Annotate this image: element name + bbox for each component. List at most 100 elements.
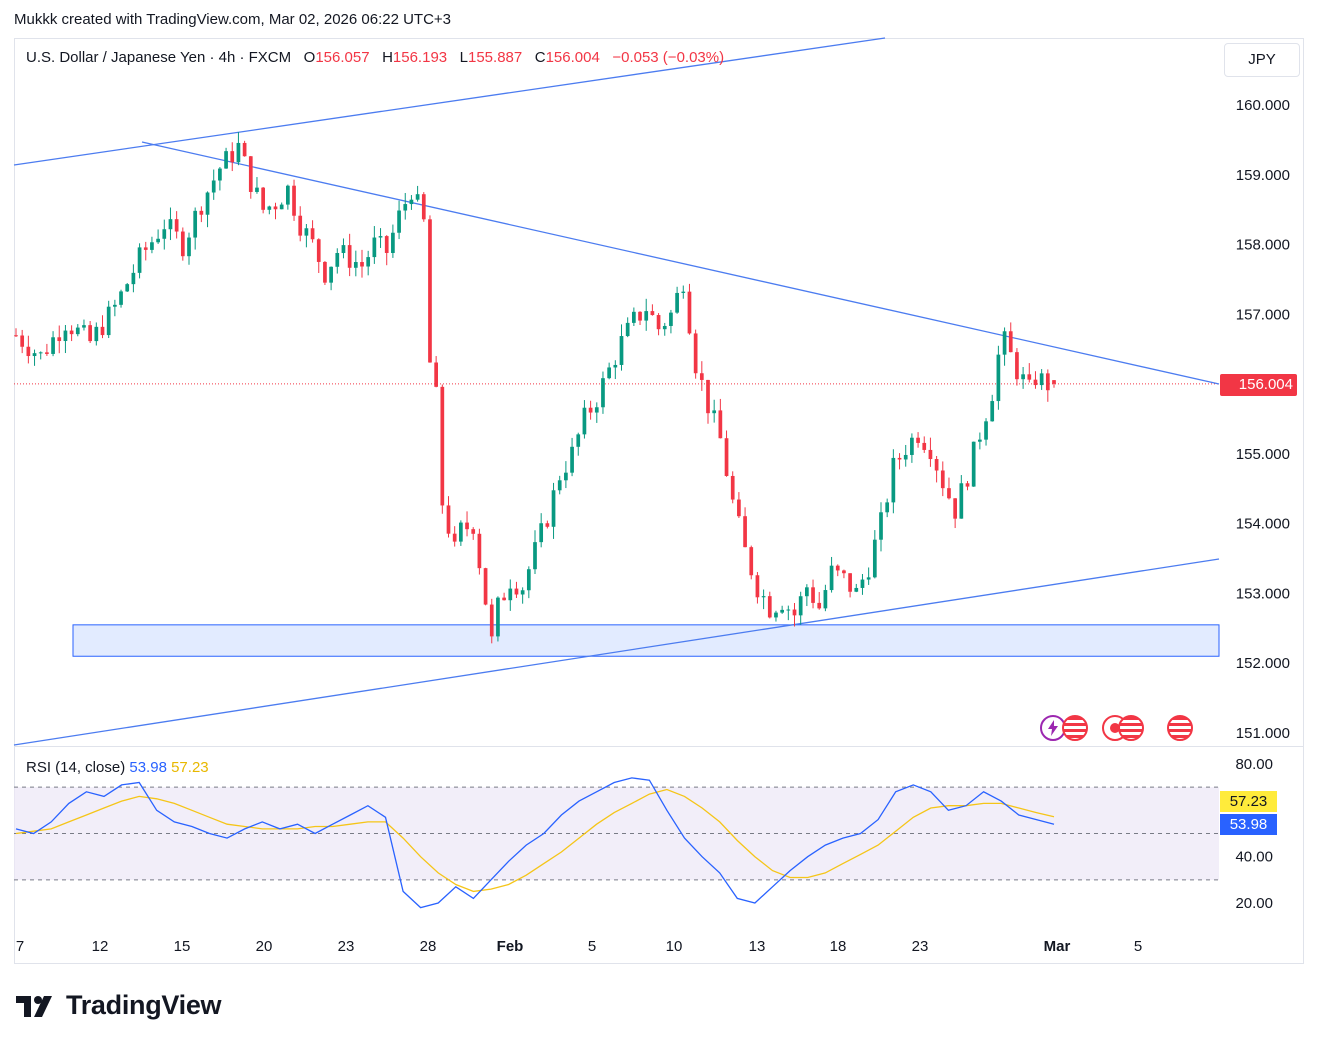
candle-body <box>761 596 766 598</box>
price-axis-label: 152.000 <box>1236 655 1290 672</box>
event-marker-icon[interactable] <box>1102 715 1128 741</box>
low-label: L <box>459 49 468 66</box>
candle-body <box>508 588 513 601</box>
candle-body <box>922 442 927 450</box>
close-label: C <box>534 49 546 66</box>
candle-body <box>69 330 74 335</box>
time-axis-label: Feb <box>497 938 524 955</box>
candle-body <box>638 311 642 321</box>
candle-body <box>100 326 105 336</box>
candle-body <box>965 483 970 487</box>
candle-body <box>397 210 401 233</box>
candle-body <box>539 523 544 543</box>
candle-body <box>860 579 865 588</box>
symbol-name: U.S. Dollar / Japanese Yen · 4h · FXCM <box>26 49 292 66</box>
price-axis-label: 159.000 <box>1236 167 1290 184</box>
candle-body <box>823 590 828 609</box>
candle-body <box>267 206 272 210</box>
candle-body <box>125 284 130 292</box>
candle-body <box>576 434 581 447</box>
candle-body <box>483 568 488 605</box>
candle-body <box>236 142 241 163</box>
time-axis-label: Mar <box>1044 938 1071 955</box>
price-axis-label: 158.000 <box>1236 237 1290 254</box>
candle-body <box>1027 374 1032 380</box>
candle-body <box>526 569 531 591</box>
close-value: 156.004 <box>545 49 600 66</box>
brand-logo[interactable]: TradingView <box>16 990 222 1021</box>
open-label: O <box>303 49 316 66</box>
us-flag-event-icon-2[interactable] <box>1118 715 1144 741</box>
candle-body <box>897 457 902 460</box>
candle-body <box>1008 331 1013 353</box>
candle-body <box>341 245 346 254</box>
candle-body <box>996 354 1001 402</box>
us-flag-event-icon[interactable] <box>1062 715 1088 741</box>
candle-body <box>310 228 315 240</box>
candle-body <box>1052 380 1056 384</box>
candle-body <box>446 505 451 534</box>
rsi-legend: RSI (14, close) 53.98 57.23 <box>26 759 209 776</box>
candle-body <box>131 272 136 285</box>
candle-body <box>119 291 123 305</box>
rsi-label: RSI (14, close) <box>26 759 126 776</box>
candle-body <box>496 597 500 637</box>
candle-body <box>588 407 593 413</box>
candle-body <box>335 253 340 267</box>
candle-body <box>687 291 692 334</box>
attribution-header: Mukkk created with TradingView.com, Mar … <box>14 11 452 28</box>
high-value: 156.193 <box>392 49 448 66</box>
candle-body <box>940 470 945 489</box>
candle-body <box>749 547 754 576</box>
candle-body <box>403 204 408 211</box>
candle-body <box>248 156 253 192</box>
pane-divider[interactable] <box>14 746 1304 747</box>
candle-body <box>273 206 278 210</box>
candle-body <box>928 449 933 460</box>
candle-body <box>730 475 735 500</box>
time-axis-label: 13 <box>749 938 766 955</box>
candle-body <box>366 257 371 267</box>
candle-body <box>879 512 883 540</box>
candle-body <box>286 185 290 205</box>
candle-body <box>489 604 494 637</box>
candle-body <box>304 228 309 236</box>
candle-body <box>137 247 142 273</box>
candle-body <box>32 353 37 357</box>
candle-body <box>594 407 599 413</box>
candle-body <box>632 311 636 323</box>
price-axis-label: 154.000 <box>1236 516 1290 533</box>
candle-body <box>1015 352 1019 380</box>
candle-body <box>872 539 877 578</box>
candle-body <box>162 229 167 239</box>
candle-body <box>780 609 784 613</box>
candle-body <box>903 454 908 460</box>
candle-body <box>990 401 995 422</box>
candle-body <box>854 587 859 592</box>
candle-body <box>817 602 822 609</box>
open-value: 156.057 <box>315 49 370 66</box>
candle-body <box>51 337 55 354</box>
lower-channel-trendline <box>13 558 1220 746</box>
candle-body <box>545 523 550 527</box>
candle-body <box>934 459 939 471</box>
candle-body <box>82 325 86 328</box>
time-axis-label: 20 <box>256 938 273 955</box>
us-flag-event-icon-3[interactable] <box>1167 715 1193 741</box>
candle-body <box>866 577 871 580</box>
candle-body <box>298 215 303 236</box>
candle-body <box>718 410 723 439</box>
candle-body <box>743 516 747 548</box>
currency-button[interactable]: JPY <box>1224 43 1300 77</box>
time-axis-label: 18 <box>830 938 847 955</box>
candle-body <box>767 596 772 618</box>
candle-body <box>187 237 191 257</box>
candle-body <box>662 325 667 330</box>
candle-body <box>384 236 389 253</box>
candle-body <box>174 219 179 232</box>
candle-body <box>323 261 327 283</box>
candle-body <box>180 231 185 257</box>
last-price-badge: 156.004 <box>1220 374 1297 396</box>
time-axis-label: 7 <box>16 938 24 955</box>
